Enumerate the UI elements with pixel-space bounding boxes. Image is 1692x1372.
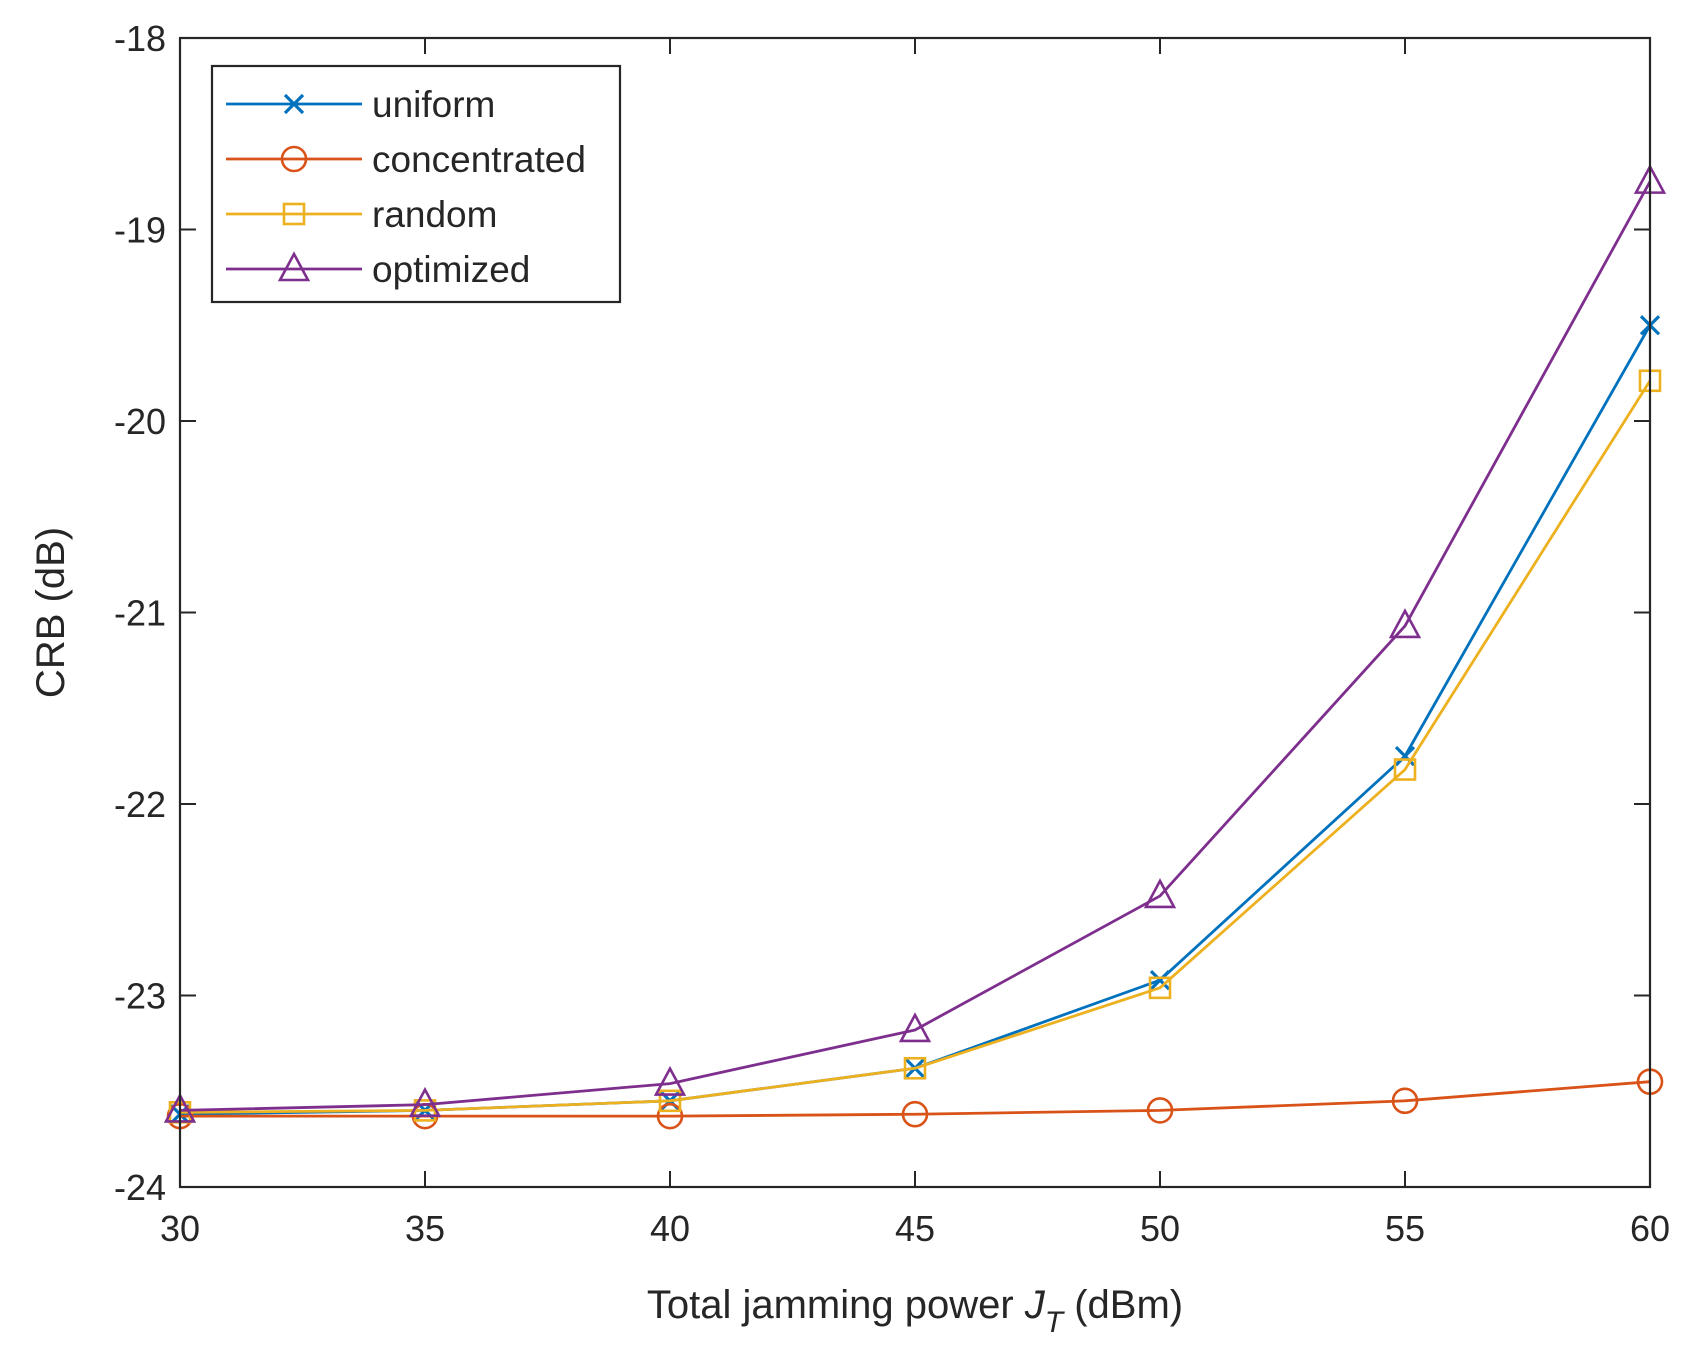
legend-item-random-label: random: [372, 194, 497, 235]
legend: uniform concentrated random optimized: [210, 64, 622, 304]
y-tick-label--21: -21: [114, 593, 166, 634]
legend-item-uniform-label: uniform: [372, 84, 495, 125]
x-axis-label-unit: (dBm): [1063, 1283, 1183, 1327]
y-tick-label--22: -22: [114, 784, 166, 825]
legend-item-optimized-marker: [277, 251, 311, 282]
series-uniform-point-50-stroke-b: [1149, 970, 1171, 991]
x-tick-label-40: 40: [650, 1208, 690, 1249]
legend-item-concentrated-marker: [280, 145, 308, 173]
series-optimized-point-55: [1388, 608, 1422, 639]
axes-layer: 30 35 40 45 50 55 60 -24 -23 -22 -21 -20 -19 -18 Total…: [29, 18, 1670, 1339]
legend-item-optimized-label: optimized: [372, 249, 530, 290]
series-concentrated-point-50: [1146, 1097, 1174, 1124]
legend-item-concentrated-label: concentrated: [372, 139, 586, 180]
series-optimized-point-50: [1143, 878, 1177, 909]
y-tick-label--23: -23: [114, 976, 166, 1017]
legend-item-uniform-marker-stroke-b: [283, 93, 305, 115]
x-axis-label: Total jamming power JT (dBm): [647, 1283, 1183, 1339]
series-optimized-point-45: [898, 1012, 932, 1043]
y-axis-label: CRB (dB): [29, 527, 73, 698]
x-tick-label-35: 35: [405, 1208, 445, 1249]
y-tick-label--18: -18: [114, 18, 166, 59]
y-tick-label--19: -19: [114, 210, 166, 251]
series-random-point-40: [658, 1089, 682, 1113]
x-axis-label-symbol: J: [1024, 1283, 1046, 1327]
series-uniform-point-50: [1149, 970, 1171, 991]
series-random-point-55: [1393, 758, 1417, 781]
series-concentrated-point-45: [901, 1100, 929, 1128]
series-optimized-point-35: [408, 1086, 442, 1117]
x-tick-label-30: 30: [160, 1208, 200, 1249]
x-tick-label-45: 45: [895, 1208, 935, 1249]
series-random-point-45: [903, 1056, 927, 1080]
series-random-line: [179, 380, 1652, 1114]
plot-layer: [163, 163, 1667, 1130]
x-axis-label-text: Total jamming power: [647, 1283, 1025, 1327]
legend-item-uniform-marker: [283, 93, 305, 115]
series-optimized-line: [179, 180, 1652, 1112]
series-concentrated-point-55: [1391, 1087, 1419, 1115]
y-tick-label--24: -24: [114, 1167, 166, 1208]
x-tick-label-60: 60: [1630, 1208, 1670, 1249]
y-tick-label--20: -20: [114, 401, 166, 442]
series-concentrated-point-40: [656, 1102, 684, 1130]
series-optimized-point-40: [653, 1065, 687, 1096]
x-axis-label-subscript: T: [1045, 1306, 1066, 1339]
x-tick-label-55: 55: [1385, 1208, 1425, 1249]
x-tick-label-50: 50: [1140, 1208, 1180, 1249]
legend-item-random-marker: [282, 202, 306, 226]
series-random-point-50: [1148, 976, 1172, 1000]
series-uniform-point-55-stroke-b: [1394, 745, 1416, 767]
